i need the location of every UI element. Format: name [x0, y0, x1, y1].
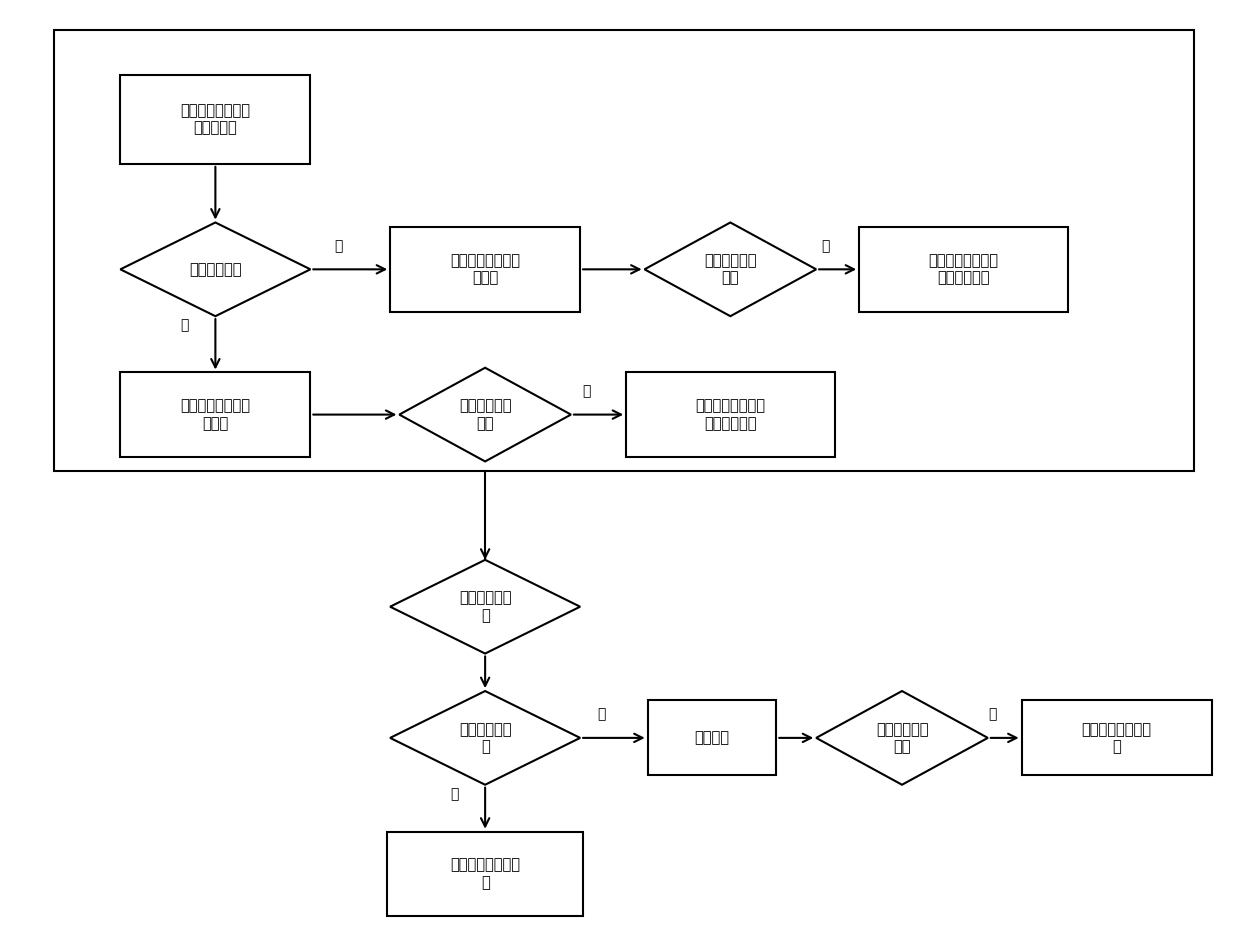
Text: 是否为紧急下
电: 是否为紧急下 电 — [459, 722, 511, 754]
Bar — [859, 227, 1068, 312]
Polygon shape — [816, 691, 988, 785]
Polygon shape — [391, 560, 580, 653]
Text: 是: 是 — [450, 787, 459, 801]
Bar — [647, 700, 776, 775]
Polygon shape — [391, 691, 580, 785]
Text: 是: 是 — [821, 239, 830, 253]
Text: 执行行驶模式继电
器时序: 执行行驶模式继电 器时序 — [450, 253, 520, 285]
Text: 否: 否 — [334, 239, 342, 253]
Polygon shape — [645, 223, 816, 316]
Bar — [120, 373, 310, 456]
Bar — [626, 373, 835, 456]
Text: 是: 是 — [582, 384, 590, 398]
Text: 判断插枪充电模式
或行驶模式: 判断插枪充电模式 或行驶模式 — [180, 104, 250, 136]
Text: 是: 是 — [181, 319, 188, 333]
Text: 正常下电: 正常下电 — [694, 730, 729, 746]
Bar — [53, 30, 1194, 471]
Polygon shape — [399, 368, 570, 461]
Text: 否: 否 — [598, 708, 606, 722]
Text: 是: 是 — [988, 708, 997, 722]
Text: 是否有下电指
令: 是否有下电指 令 — [459, 591, 511, 623]
Bar — [391, 227, 580, 312]
Bar — [387, 831, 583, 916]
Text: 上报继电器粘连或
无法吸合故障: 上报继电器粘连或 无法吸合故障 — [929, 253, 998, 285]
Text: 执行充电模式继电
器时序: 执行充电模式继电 器时序 — [180, 398, 250, 431]
Polygon shape — [120, 223, 310, 316]
Text: 上报继电器粘连故
障: 上报继电器粘连故 障 — [1081, 722, 1152, 754]
Text: 插枪充电模式: 插枪充电模式 — [190, 262, 242, 277]
Text: 是否有继电器
异常: 是否有继电器 异常 — [704, 253, 756, 285]
Text: 立刻切断所有继电
器: 立刻切断所有继电 器 — [450, 858, 520, 890]
Bar — [1022, 700, 1211, 775]
Text: 是否有继电器
异常: 是否有继电器 异常 — [875, 722, 929, 754]
Bar — [120, 75, 310, 164]
Text: 是否有继电器
异常: 是否有继电器 异常 — [459, 398, 511, 431]
Text: 上报继电器粘连或
无法吸合故障: 上报继电器粘连或 无法吸合故障 — [696, 398, 765, 431]
